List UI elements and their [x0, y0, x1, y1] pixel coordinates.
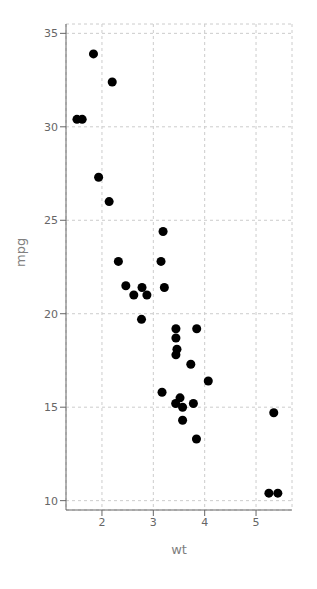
svg-text:10: 10 [44, 495, 58, 508]
svg-text:30: 30 [44, 121, 58, 134]
svg-text:3: 3 [150, 516, 157, 529]
svg-text:20: 20 [44, 308, 58, 321]
svg-text:4: 4 [201, 516, 208, 529]
svg-text:25: 25 [44, 214, 58, 227]
svg-text:15: 15 [44, 401, 58, 414]
svg-text:35: 35 [44, 27, 58, 40]
svg-text:mpg: mpg [13, 238, 28, 267]
svg-text:2: 2 [98, 516, 105, 529]
svg-text:wt: wt [171, 542, 187, 557]
svg-text:5: 5 [253, 516, 260, 529]
